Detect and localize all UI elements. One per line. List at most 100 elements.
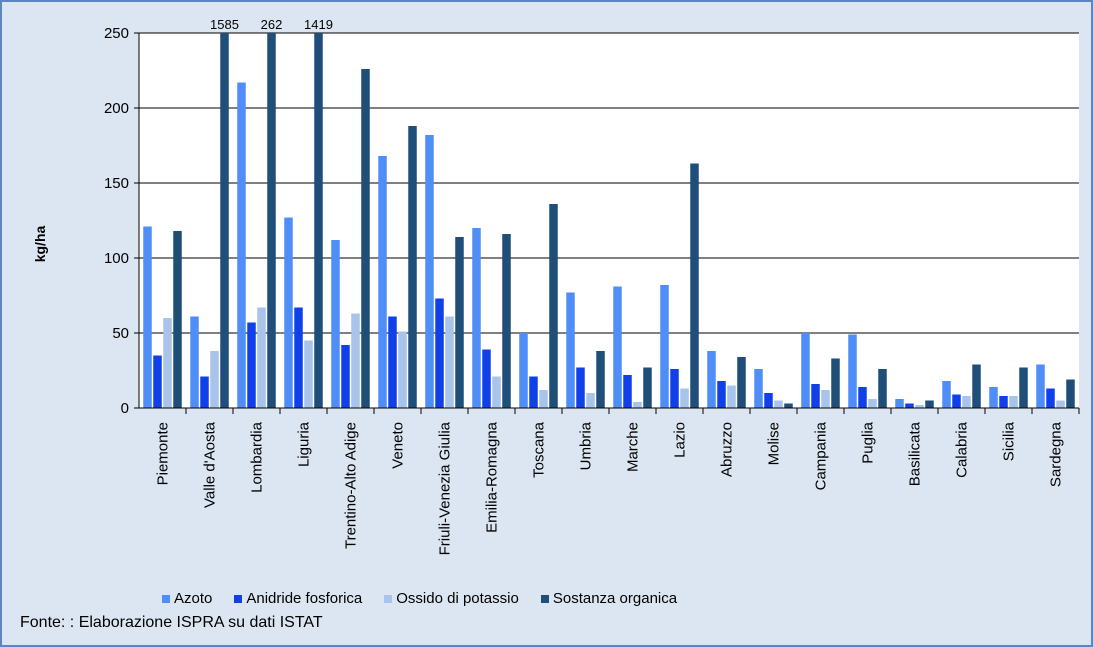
bar — [153, 355, 162, 408]
x-tick-label: Molise — [766, 422, 783, 465]
legend-swatch — [540, 594, 549, 603]
bar — [237, 82, 246, 408]
bar — [529, 376, 538, 408]
bar — [482, 349, 491, 408]
legend-label: Ossido di potassio — [396, 590, 519, 607]
x-tick-label: Veneto — [390, 422, 407, 469]
y-tick-label: 0 — [121, 400, 129, 417]
legend-item: Anidride fosforica — [234, 590, 362, 607]
bar — [472, 228, 481, 408]
bar — [1056, 400, 1065, 408]
bar — [492, 376, 501, 408]
bar — [737, 357, 746, 408]
bars-group — [143, 33, 1075, 408]
bar — [1046, 388, 1055, 408]
overflow-value-label: 262 — [261, 17, 283, 32]
x-tick-label: Friuli-Venezia Giulia — [437, 421, 454, 555]
x-tick-label: Liguria — [296, 421, 313, 467]
bar — [576, 367, 585, 408]
legend-swatch — [234, 594, 243, 603]
bar — [1019, 367, 1028, 408]
legend: Azoto Anidride fosforica Ossido di potassi… — [162, 590, 699, 607]
x-tick-label: Puglia — [860, 421, 877, 463]
bar — [163, 318, 172, 408]
bar — [596, 351, 605, 408]
bar — [670, 369, 679, 408]
bar — [549, 204, 558, 408]
bar — [660, 285, 669, 408]
bar — [848, 334, 857, 408]
bar — [502, 234, 511, 408]
bar — [831, 358, 840, 408]
bar — [895, 399, 904, 408]
bar — [801, 333, 810, 408]
bar — [999, 396, 1008, 408]
bar — [858, 387, 867, 408]
bar — [220, 33, 229, 408]
y-tick-label: 50 — [112, 325, 129, 342]
bar — [294, 307, 303, 408]
y-axis-ticks: 0 50 100 150 200 250 — [104, 25, 139, 417]
bar — [566, 292, 575, 408]
bar — [989, 387, 998, 408]
bar — [905, 403, 914, 408]
bar — [445, 316, 454, 408]
bar — [680, 388, 689, 408]
bar — [972, 364, 981, 408]
legend-label: Anidride fosforica — [246, 590, 363, 607]
y-axis-title: kg/ha — [32, 226, 48, 263]
bar — [304, 340, 313, 408]
x-tick-label: Abruzzo — [719, 422, 736, 477]
bar — [1009, 396, 1018, 408]
bar — [690, 163, 699, 408]
x-tick-label: Lombardia — [249, 421, 266, 493]
bar — [613, 286, 622, 408]
bar — [878, 369, 887, 408]
y-tick-label: 250 — [104, 25, 129, 42]
bar — [623, 375, 632, 408]
y-tick-label: 200 — [104, 100, 129, 117]
bar — [962, 396, 971, 408]
bar — [1066, 379, 1075, 408]
bar — [643, 367, 652, 408]
bar — [190, 316, 199, 408]
bar — [247, 322, 256, 408]
plot-area — [139, 33, 1079, 408]
x-tick-label: Toscana — [531, 421, 548, 478]
overflow-value-label: 1419 — [304, 17, 333, 32]
bar — [539, 390, 548, 408]
bar — [455, 237, 464, 408]
bar — [361, 69, 370, 408]
x-tick-label: Basilicata — [907, 421, 924, 486]
x-tick-label: Marche — [625, 422, 642, 472]
bar — [519, 333, 528, 408]
legend-label: Azoto — [174, 590, 213, 607]
y-tick-label: 150 — [104, 175, 129, 192]
x-tick-label: Lazio — [672, 422, 689, 458]
bar — [811, 384, 820, 408]
source-note: Fonte: : Elaborazione ISPRA su dati ISTA… — [20, 614, 323, 631]
bar — [378, 156, 387, 408]
bar — [942, 381, 951, 408]
x-tick-label: Trentino-Alto Adige — [343, 422, 360, 549]
bar — [717, 381, 726, 408]
legend-item: Azoto — [162, 590, 212, 607]
bar — [727, 385, 736, 408]
x-tick-label: Calabria — [954, 421, 971, 478]
legend-swatch — [162, 594, 170, 603]
x-tick-label: Sicilia — [1001, 421, 1018, 461]
bar — [915, 405, 924, 408]
overflow-value-label: 1585 — [210, 17, 239, 32]
bar — [754, 369, 763, 408]
bar — [633, 402, 642, 408]
bar — [925, 400, 934, 408]
x-axis-labels: Piemonte Valle d'Aosta Lombardia Liguria Tre… — [155, 408, 1080, 555]
bar — [210, 351, 219, 408]
bar — [267, 33, 276, 408]
bar — [764, 393, 773, 408]
bar — [821, 390, 830, 408]
bar — [425, 135, 434, 408]
bar — [408, 126, 417, 408]
